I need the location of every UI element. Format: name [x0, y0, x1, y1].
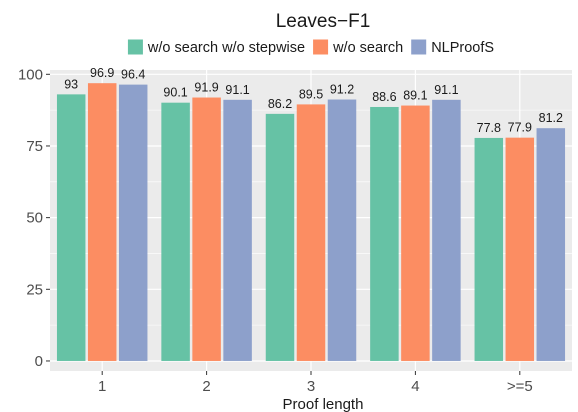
bar — [87, 83, 117, 361]
data-label: 96.9 — [90, 66, 114, 80]
bars — [56, 83, 566, 361]
x-tick-label: 4 — [411, 378, 419, 395]
data-label: 77.8 — [477, 121, 501, 135]
legend-item: w/o search — [313, 39, 403, 56]
legend-key — [127, 39, 143, 55]
y-tick-label: 75 — [26, 138, 43, 155]
y-tick-label: 0 — [35, 353, 43, 370]
legend-key — [313, 39, 329, 55]
legend-item: NLProofS — [411, 39, 494, 56]
bar — [432, 99, 461, 361]
x-axis-title: Proof length — [283, 396, 364, 412]
x-tick-label: >=5 — [507, 378, 533, 395]
legend: w/o search w/o stepwise w/o search NLProof… — [127, 39, 494, 56]
data-label: 86.2 — [268, 97, 292, 111]
data-label: 91.9 — [194, 81, 218, 95]
bar — [474, 137, 504, 361]
bar — [223, 99, 252, 361]
data-label: 91.2 — [330, 83, 354, 97]
bar — [265, 113, 295, 361]
bar — [118, 84, 148, 361]
legend-label: w/o search — [332, 40, 403, 56]
legend-item: w/o search w/o stepwise — [127, 39, 305, 56]
data-label: 89.5 — [299, 87, 323, 101]
bar — [401, 105, 430, 361]
bar — [370, 106, 399, 361]
data-label: 93 — [64, 77, 78, 91]
bar — [296, 104, 326, 361]
x-tick-label: 1 — [98, 378, 106, 395]
data-label: 81.2 — [539, 111, 563, 125]
y-tick-label: 50 — [26, 210, 43, 227]
data-label: 77.9 — [508, 121, 532, 135]
x-tick-label: 2 — [202, 378, 210, 395]
legend-label: w/o search w/o stepwise — [147, 40, 305, 56]
y-axis: 0 25 50 75 100 — [18, 66, 50, 370]
data-label: 96.4 — [121, 68, 145, 82]
y-tick-label: 25 — [26, 281, 43, 298]
bar — [192, 97, 221, 361]
x-tick-label: 3 — [307, 378, 315, 395]
chart-title: Leaves−F1 — [276, 11, 371, 32]
legend-key — [411, 39, 427, 55]
x-axis: 1 2 3 4 >=5 — [98, 371, 533, 395]
data-labels: 93 90.1 86.2 88.6 77.8 96.9 91.9 89.5 89.1 77.9 96… — [64, 66, 563, 135]
data-label: 88.6 — [372, 90, 396, 104]
bar — [536, 128, 566, 361]
bar — [56, 94, 86, 361]
data-label: 90.1 — [163, 86, 187, 100]
bar — [505, 137, 535, 361]
data-label: 91.1 — [225, 83, 249, 97]
legend-label: NLProofS — [431, 40, 494, 56]
bar — [161, 102, 190, 361]
data-label: 91.1 — [434, 83, 458, 97]
y-tick-label: 100 — [18, 66, 43, 83]
bar — [327, 99, 357, 361]
data-label: 89.1 — [403, 89, 427, 103]
